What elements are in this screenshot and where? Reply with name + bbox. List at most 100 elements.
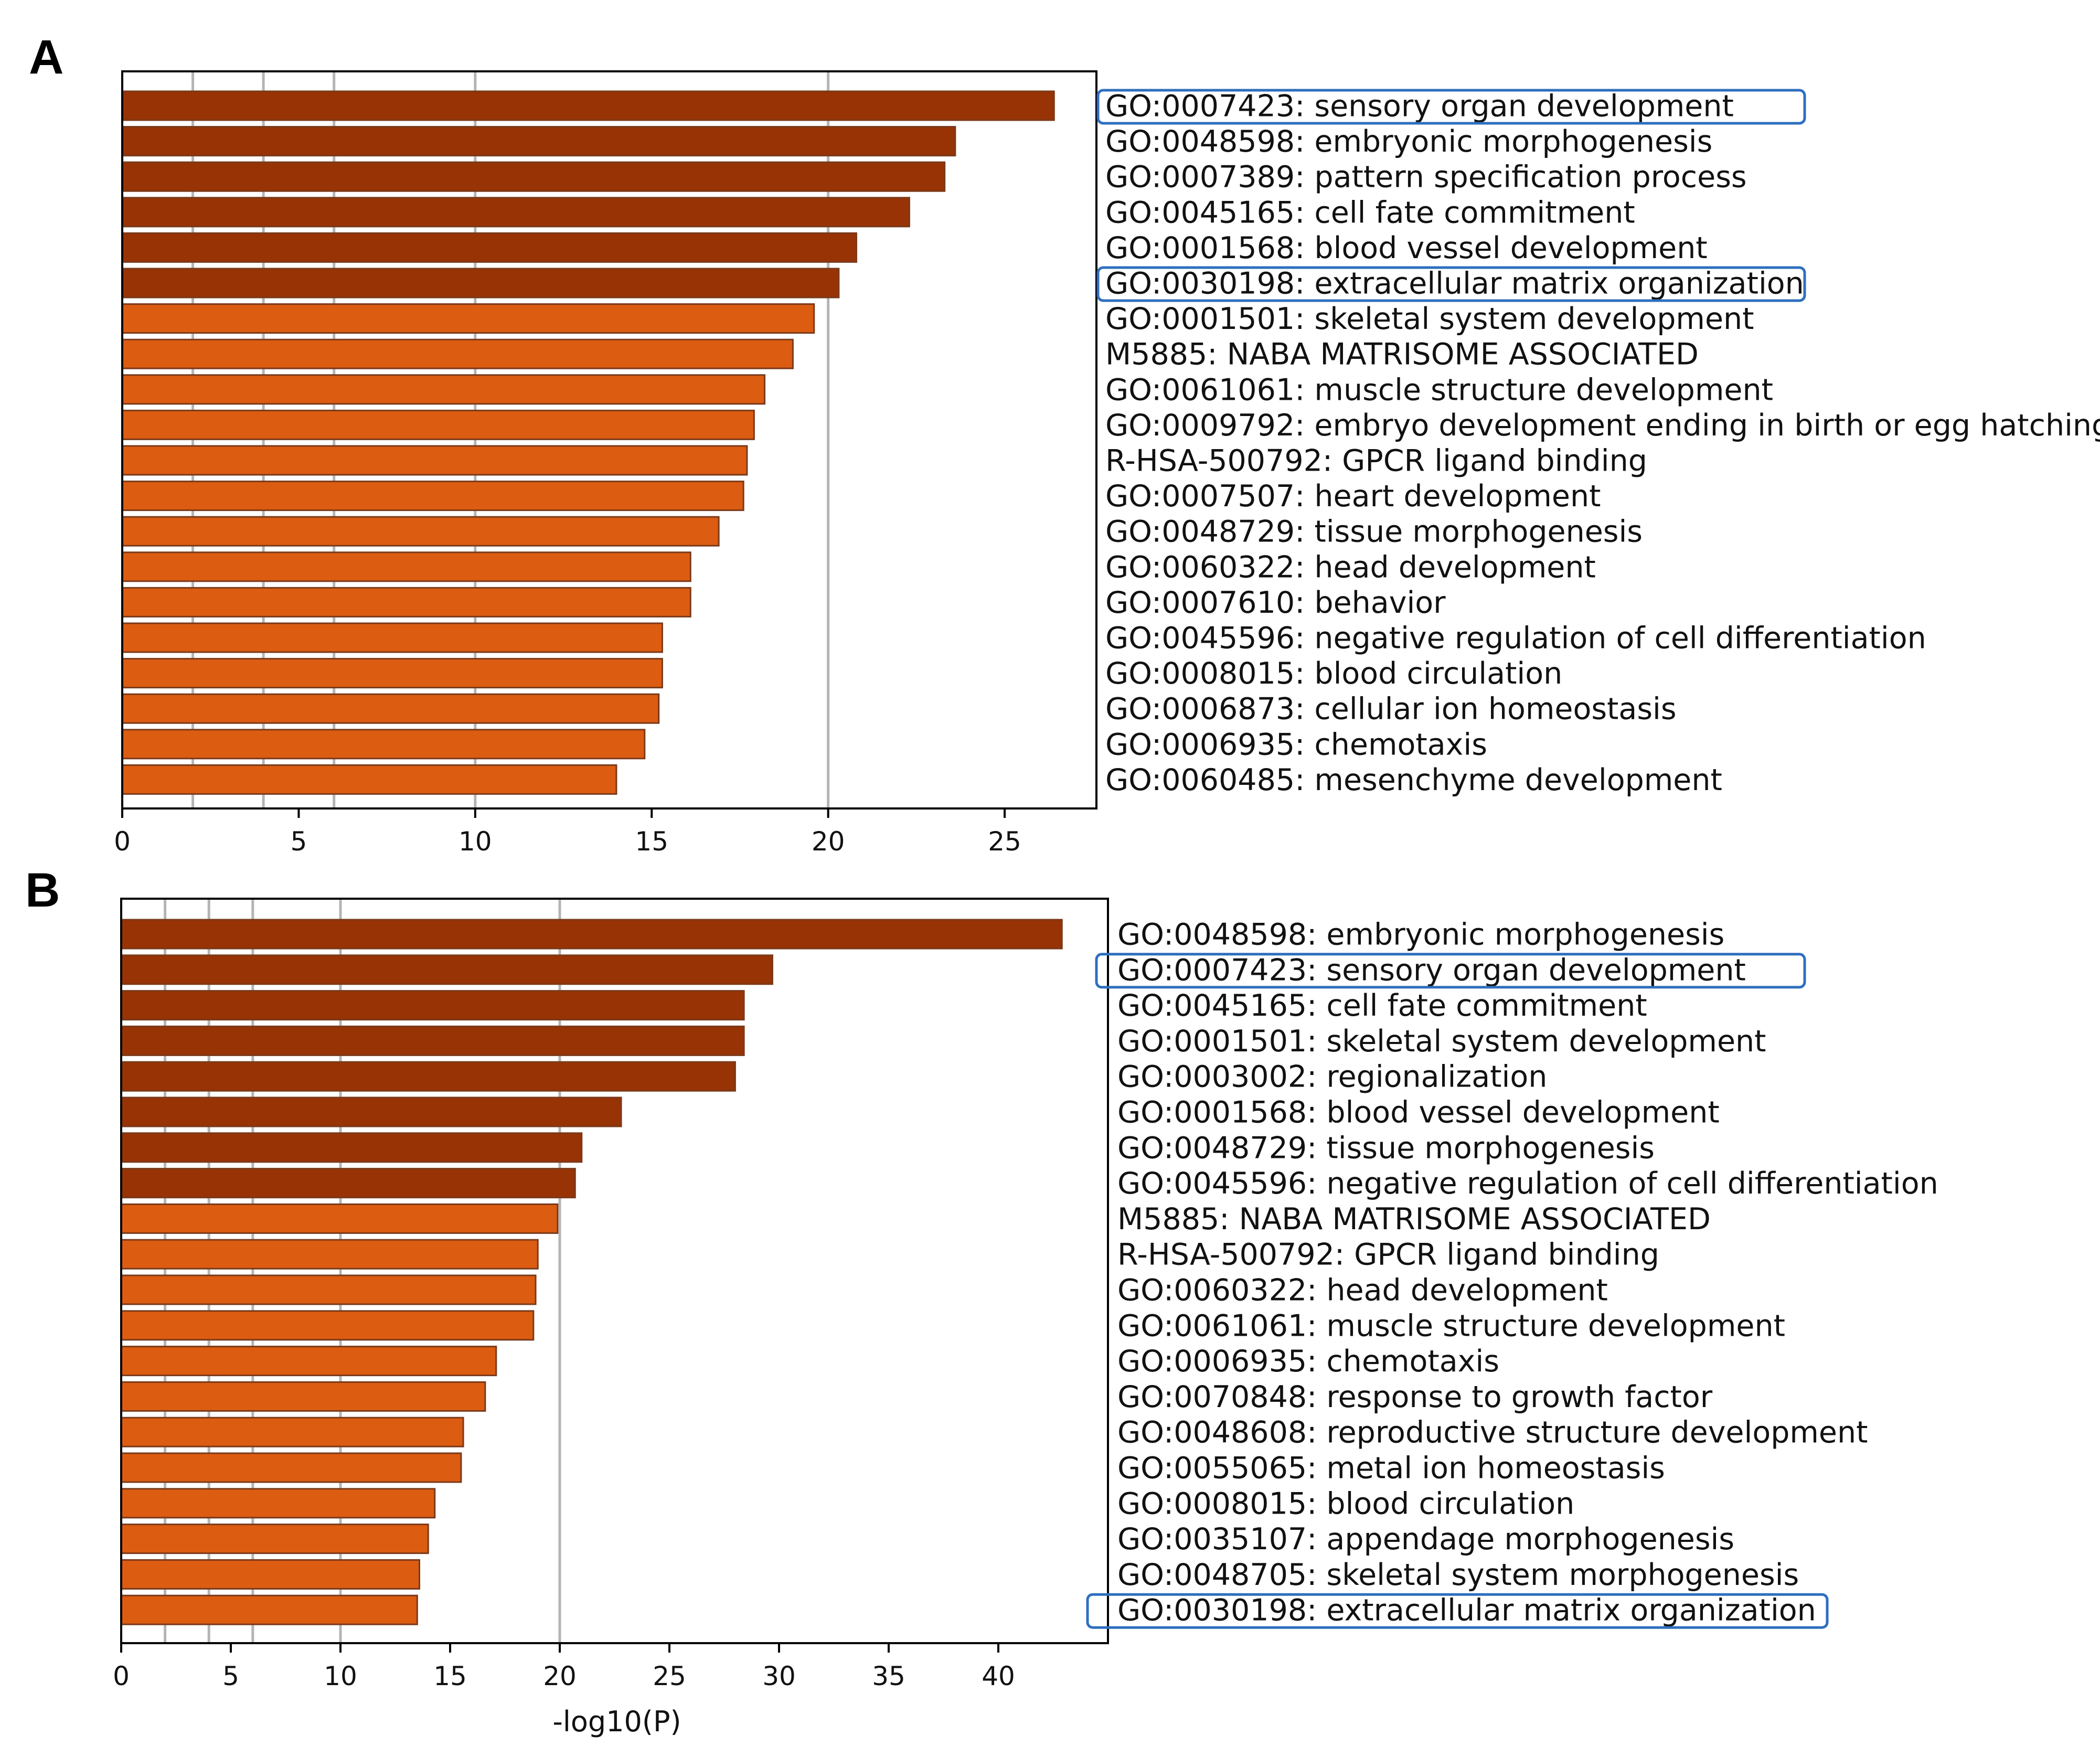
bar <box>120 1488 436 1519</box>
bar <box>120 1417 464 1447</box>
bar <box>121 481 744 512</box>
term-label: GO:0007389: pattern specification proces… <box>1105 160 1747 195</box>
term-label: GO:0048729: tissue morphogenesis <box>1105 515 1643 549</box>
bar <box>121 658 663 689</box>
panel-b-bar-chart: GO:0048598: embryonic morphogenesisGO:00… <box>113 898 1938 1691</box>
x-tick-label: 0 <box>113 1661 130 1691</box>
x-tick-label: 20 <box>543 1661 577 1691</box>
term-label: M5885: NABA MATRISOME ASSOCIATED <box>1105 337 1699 372</box>
term-label: GO:0060322: head development <box>1117 1273 1608 1308</box>
x-tick-label: 15 <box>635 826 668 857</box>
bar <box>121 232 857 263</box>
term-label: GO:0008015: blood circulation <box>1117 1486 1574 1521</box>
term-label: GO:0007610: behavior <box>1105 585 1446 620</box>
bar <box>121 126 956 157</box>
bar <box>120 1381 486 1412</box>
term-label: GO:0061061: muscle structure development <box>1117 1308 1785 1343</box>
x-tick-label: 35 <box>872 1661 905 1691</box>
bar <box>120 1346 497 1377</box>
bar <box>120 1524 429 1554</box>
bar <box>121 516 720 547</box>
term-label: GO:0001501: skeletal system development <box>1105 302 1754 336</box>
bar <box>120 919 1063 950</box>
panel-b-x-axis-title: -log10(P) <box>552 1705 681 1738</box>
bar <box>120 1310 535 1341</box>
term-label: R-HSA-500792: GPCR ligand binding <box>1117 1238 1659 1272</box>
x-tick-label: 25 <box>653 1661 686 1691</box>
bar <box>120 1132 583 1163</box>
x-tick-label: 0 <box>114 826 131 857</box>
term-label: GO:0003002: regionalization <box>1117 1060 1547 1094</box>
term-label: GO:0006935: chemotaxis <box>1105 727 1487 762</box>
bar <box>121 409 755 440</box>
x-tick-label: 5 <box>291 826 307 857</box>
term-label: GO:0055065: metal ion homeostasis <box>1117 1451 1665 1486</box>
term-label: GO:0045165: cell fate commitment <box>1117 988 1647 1023</box>
bar <box>120 990 745 1021</box>
bar <box>120 1559 420 1590</box>
highlight-box <box>1096 266 1806 302</box>
bar <box>121 303 815 334</box>
bar <box>120 1025 745 1056</box>
bar <box>121 764 617 795</box>
term-label: GO:0007423: sensory organ development <box>1105 89 1734 124</box>
bar <box>120 1274 537 1305</box>
term-label: GO:0001568: blood vessel development <box>1117 1095 1720 1130</box>
term-label: GO:0070848: response to growth factor <box>1117 1380 1713 1414</box>
bar <box>121 693 660 724</box>
bar <box>120 1096 622 1127</box>
highlight-box <box>1086 1593 1829 1629</box>
term-label: GO:0001501: skeletal system development <box>1117 1024 1766 1059</box>
panel-a-letter: A <box>29 30 63 84</box>
term-label: GO:0048598: embryonic morphogenesis <box>1117 918 1724 952</box>
term-label: GO:0048598: embryonic morphogenesis <box>1105 124 1712 159</box>
x-tick-label: 10 <box>324 1661 357 1691</box>
bar <box>120 1452 462 1483</box>
bar <box>121 161 946 192</box>
bar <box>121 445 748 476</box>
plot-frame <box>120 898 1109 1644</box>
bar <box>121 729 646 760</box>
bar <box>120 1239 539 1270</box>
bar <box>121 622 663 653</box>
term-label: GO:0006873: cellular ion homeostasis <box>1105 692 1677 727</box>
term-label: GO:0048729: tissue morphogenesis <box>1117 1131 1655 1165</box>
bar <box>121 587 691 617</box>
bar <box>120 954 773 985</box>
panel-b-letter: B <box>25 864 60 917</box>
x-tick-label: 30 <box>762 1661 796 1691</box>
x-tick-label: 10 <box>459 826 492 857</box>
term-label: M5885: NABA MATRISOME ASSOCIATED <box>1117 1202 1711 1237</box>
term-label: GO:0030198: extracellular matrix organiz… <box>1117 1593 1816 1628</box>
term-label: GO:0035107: appendage morphogenesis <box>1117 1522 1734 1557</box>
term-label: GO:0048705: skeletal system morphogenesi… <box>1117 1558 1799 1592</box>
term-label: GO:0061061: muscle structure development <box>1105 372 1773 407</box>
term-label: GO:0060322: head development <box>1105 550 1596 584</box>
term-label: GO:0045596: negative regulation of cell … <box>1117 1166 1938 1201</box>
highlight-box <box>1096 89 1806 125</box>
panel-a-bar-chart: GO:0007423: sensory organ developmentGO:… <box>114 70 2100 857</box>
x-tick-label: 40 <box>982 1661 1015 1691</box>
term-label: R-HSA-500792: GPCR ligand binding <box>1105 444 1647 478</box>
x-tick-label: 25 <box>988 826 1021 857</box>
plot-frame <box>121 70 1097 810</box>
term-label: GO:0001568: blood vessel development <box>1105 231 1708 265</box>
bar <box>121 268 840 299</box>
highlight-box <box>1095 953 1806 989</box>
term-label: GO:0007423: sensory organ development <box>1117 953 1746 987</box>
x-tick-label: 5 <box>222 1661 239 1691</box>
term-label: GO:0006935: chemotaxis <box>1117 1344 1499 1379</box>
x-tick-label: 20 <box>812 826 845 857</box>
term-label: GO:0045596: negative regulation of cell … <box>1105 621 1926 656</box>
term-label: GO:0008015: blood circulation <box>1105 656 1562 691</box>
term-label: GO:0030198: extracellular matrix organiz… <box>1105 267 1804 301</box>
term-label: GO:0045165: cell fate commitment <box>1105 195 1635 230</box>
bar <box>121 338 794 369</box>
bar <box>121 90 1055 121</box>
term-label: GO:0060485: mesenchyme development <box>1105 763 1722 797</box>
bar <box>120 1594 418 1625</box>
bar <box>120 1061 736 1092</box>
term-label: GO:0048608: reproductive structure devel… <box>1117 1415 1868 1450</box>
